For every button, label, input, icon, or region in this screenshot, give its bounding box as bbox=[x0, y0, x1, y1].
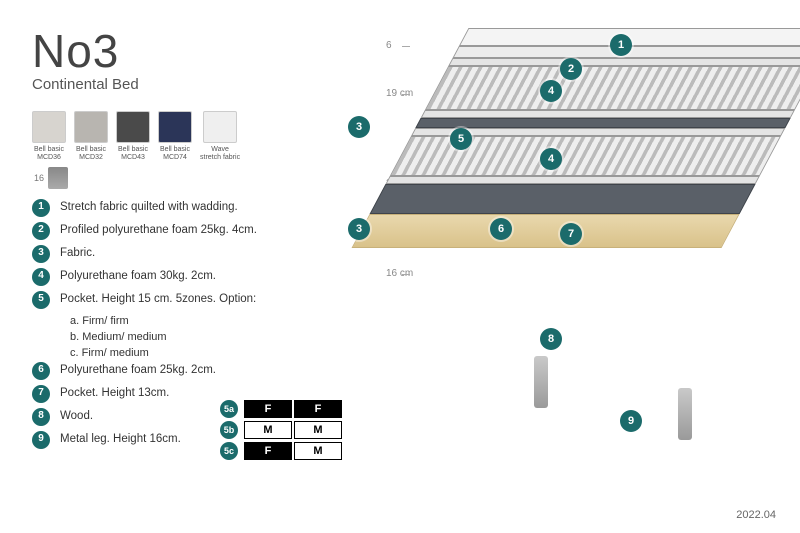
component-number-badge: 3 bbox=[32, 245, 50, 263]
callout-badge: 1 bbox=[610, 34, 632, 56]
cutaway-diagram: 619 cm23 cm16 cm 12344536789 bbox=[290, 18, 790, 518]
callout-badge: 5 bbox=[450, 128, 472, 150]
revision-date: 2022.04 bbox=[736, 509, 776, 521]
firmness-cell: F bbox=[244, 442, 292, 460]
component-item: 5 Pocket. Height 15 cm. 5zones. Option: bbox=[32, 291, 322, 309]
diagram-layer bbox=[448, 58, 800, 66]
dimension-label: 6 bbox=[386, 40, 392, 51]
swatch: Bell basicMCD32 bbox=[74, 111, 108, 161]
component-text: Polyurethane foam 30kg. 2cm. bbox=[60, 268, 322, 285]
firmness-badge: 5a bbox=[220, 400, 238, 418]
swatch: Bell basicMCD74 bbox=[158, 111, 192, 161]
diagram-layer bbox=[390, 136, 781, 176]
diagram-layer bbox=[425, 66, 800, 110]
metal-leg bbox=[678, 388, 692, 440]
swatch: Bell basicMCD43 bbox=[116, 111, 150, 161]
callout-badge: 3 bbox=[348, 218, 370, 240]
firmness-row: 5b MM bbox=[220, 421, 344, 439]
component-number-badge: 1 bbox=[32, 199, 50, 217]
component-number-badge: 8 bbox=[32, 408, 50, 426]
diagram-layer bbox=[352, 214, 740, 248]
component-number-badge: 4 bbox=[32, 268, 50, 286]
firmness-row: 5a FF bbox=[220, 400, 344, 418]
diagram-layer bbox=[386, 176, 760, 184]
diagram-layer bbox=[421, 110, 795, 118]
firmness-cell: M bbox=[294, 421, 342, 439]
firmness-cell: F bbox=[294, 400, 342, 418]
component-sub: b. Medium/ medium bbox=[70, 330, 322, 346]
component-item: 4 Polyurethane foam 30kg. 2cm. bbox=[32, 268, 322, 286]
component-number-badge: 5 bbox=[32, 291, 50, 309]
callout-badge: 3 bbox=[348, 116, 370, 138]
callout-badge: 6 bbox=[490, 218, 512, 240]
diagram-layer bbox=[370, 184, 756, 214]
swatch: Wavestretch fabric bbox=[200, 111, 240, 161]
component-text: Polyurethane foam 25kg. 2cm. bbox=[60, 362, 322, 379]
component-text: Stretch fabric quilted with wadding. bbox=[60, 199, 322, 216]
callout-badge: 2 bbox=[560, 58, 582, 80]
component-sub: a. Firm/ firm bbox=[70, 314, 322, 330]
callout-badge: 4 bbox=[540, 148, 562, 170]
component-item: 6 Polyurethane foam 25kg. 2cm. bbox=[32, 362, 322, 380]
component-text: Profiled polyurethane foam 25kg. 4cm. bbox=[60, 222, 322, 239]
component-number-badge: 2 bbox=[32, 222, 50, 240]
component-text: Pocket. Height 15 cm. 5zones. Option: bbox=[60, 291, 322, 308]
component-number-badge: 9 bbox=[32, 431, 50, 449]
component-text: Fabric. bbox=[60, 245, 322, 262]
component-number-badge: 7 bbox=[32, 385, 50, 403]
firmness-cell: M bbox=[244, 421, 292, 439]
component-item: 1 Stretch fabric quilted with wadding. bbox=[32, 199, 322, 217]
firmness-cell: F bbox=[244, 400, 292, 418]
product-title: No3 bbox=[32, 24, 322, 78]
metal-leg bbox=[534, 356, 548, 408]
component-sub: c. Firm/ medium bbox=[70, 346, 322, 362]
component-number-badge: 6 bbox=[32, 362, 50, 380]
component-item: 2 Profiled polyurethane foam 25kg. 4cm. bbox=[32, 222, 322, 240]
fabric-swatches: Bell basicMCD36Bell basicMCD32Bell basic… bbox=[32, 111, 322, 161]
swatch: Bell basicMCD36 bbox=[32, 111, 66, 161]
callout-badge: 8 bbox=[540, 328, 562, 350]
firmness-badge: 5b bbox=[220, 421, 238, 439]
component-item: 3 Fabric. bbox=[32, 245, 322, 263]
callout-badge: 7 bbox=[560, 223, 582, 245]
component-text: Pocket. Height 13cm. bbox=[60, 385, 322, 402]
leg-height-icon: 16 bbox=[34, 167, 322, 189]
firmness-badge: 5c bbox=[220, 442, 238, 460]
callout-badge: 4 bbox=[540, 80, 562, 102]
firmness-options: 5aFF5bMM5cFM bbox=[220, 400, 344, 463]
firmness-cell: M bbox=[294, 442, 342, 460]
product-subtitle: Continental Bed bbox=[32, 76, 322, 93]
firmness-row: 5c FM bbox=[220, 442, 344, 460]
callout-badge: 9 bbox=[620, 410, 642, 432]
diagram-layer bbox=[415, 118, 790, 128]
